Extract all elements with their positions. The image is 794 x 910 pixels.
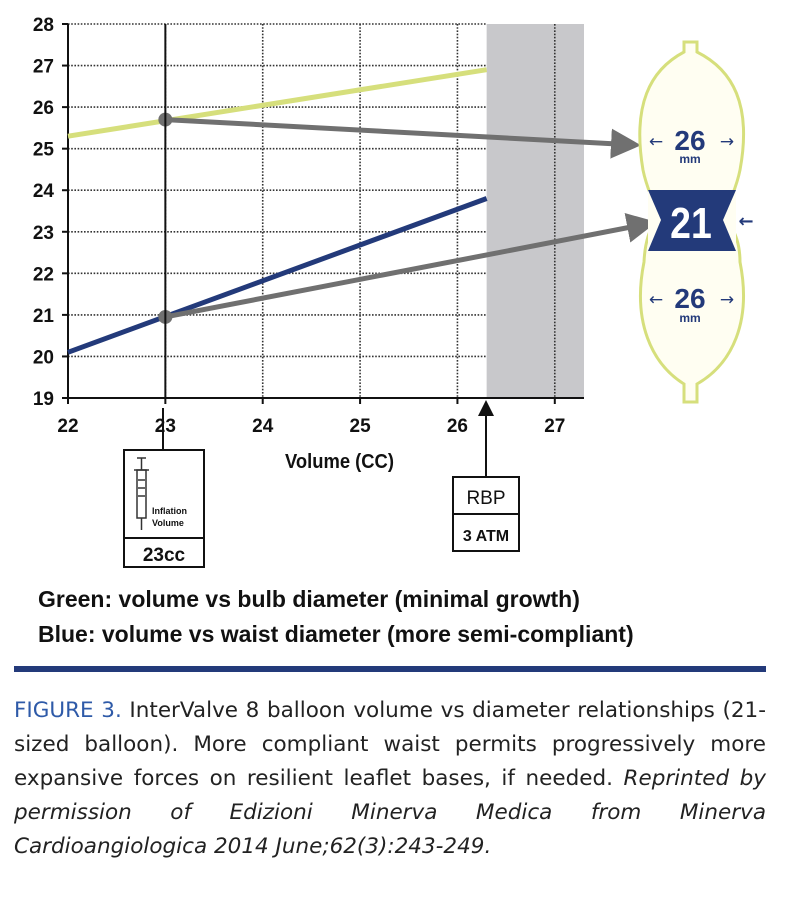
inflation-label-line2: Volume bbox=[152, 518, 184, 528]
legend-green: Green: volume vs bulb diameter (minimal … bbox=[38, 586, 580, 612]
x-tick-label: 22 bbox=[57, 416, 78, 437]
inflation-volume-box: Inflation Volume 23cc bbox=[123, 408, 205, 568]
x-tick-label: 24 bbox=[252, 416, 274, 437]
top-right-arrow-icon: → bbox=[720, 132, 734, 152]
syringe-icon bbox=[134, 457, 149, 530]
y-tick-label: 26 bbox=[33, 98, 54, 119]
rbp-shaded-region bbox=[486, 24, 584, 398]
rbp-value: 3 ATM bbox=[463, 528, 509, 545]
waist-arrow-icon: ← bbox=[738, 211, 753, 232]
y-tick-label: 19 bbox=[33, 389, 54, 410]
inflation-label-line1: Inflation bbox=[152, 506, 187, 516]
waist-band bbox=[648, 190, 736, 251]
figure-caption: FIGURE 3. InterValve 8 balloon volume vs… bbox=[14, 694, 766, 864]
inflation-volume-value: 23cc bbox=[143, 545, 186, 566]
diameter-arrows bbox=[158, 24, 657, 398]
y-tick-label: 24 bbox=[33, 181, 55, 202]
y-tick-label: 20 bbox=[33, 347, 54, 368]
y-tick-label: 27 bbox=[33, 57, 54, 78]
section-divider bbox=[14, 666, 766, 672]
x-axis-label: Volume (CC) bbox=[285, 451, 394, 473]
data-series bbox=[67, 67, 488, 355]
volume-diameter-chart: 19 20 21 22 23 24 25 26 27 28 22 23 24 25 26 27 Volume … bbox=[33, 15, 754, 568]
waist-notch-right bbox=[723, 190, 736, 251]
waist-diameter: 21 bbox=[670, 198, 712, 248]
grid-lines bbox=[68, 23, 556, 398]
top-diameter: 26 bbox=[674, 125, 705, 156]
green-bulb-line bbox=[67, 67, 488, 139]
top-unit: mm bbox=[679, 152, 700, 166]
x-tick-label: 27 bbox=[544, 416, 565, 437]
y-tick-label: 21 bbox=[33, 306, 55, 327]
bottom-left-arrow-icon: ← bbox=[649, 290, 663, 310]
legend-blue: Blue: volume vs waist diameter (more sem… bbox=[38, 621, 634, 647]
bulb-arrow bbox=[165, 117, 641, 159]
figure-label: FIGURE 3. bbox=[14, 698, 122, 723]
caption-text: InterValve 8 balloon volume vs diameter … bbox=[14, 698, 766, 791]
top-left-arrow-icon: ← bbox=[649, 132, 663, 152]
caption-credit: Reprinted by permission of Edizioni Mine… bbox=[14, 766, 767, 859]
x-tick-label: 23 bbox=[155, 416, 176, 437]
x-tick-label: 25 bbox=[350, 416, 372, 437]
y-tick-label: 28 bbox=[33, 15, 54, 36]
balloon-diagram: 21 ← ← 26 → mm ← 26 → mm bbox=[638, 40, 754, 404]
x-tick-label: 26 bbox=[447, 416, 468, 437]
tick-labels: 19 20 21 22 23 24 25 26 27 28 22 23 24 25 26 27 bbox=[33, 15, 566, 437]
waist-notch-left bbox=[648, 190, 661, 251]
rbp-box: RBP 3 ATM bbox=[452, 400, 520, 552]
bottom-right-arrow-icon: → bbox=[720, 290, 734, 310]
bottom-diameter: 26 bbox=[674, 283, 705, 314]
rbp-label: RBP bbox=[466, 488, 505, 509]
waist-arrow bbox=[164, 213, 657, 320]
blue-waist-line bbox=[67, 196, 488, 355]
y-tick-label: 25 bbox=[33, 140, 55, 161]
axes bbox=[67, 24, 584, 399]
y-tick-label: 23 bbox=[33, 223, 54, 244]
bottom-unit: mm bbox=[679, 311, 700, 325]
y-tick-label: 22 bbox=[33, 264, 54, 285]
